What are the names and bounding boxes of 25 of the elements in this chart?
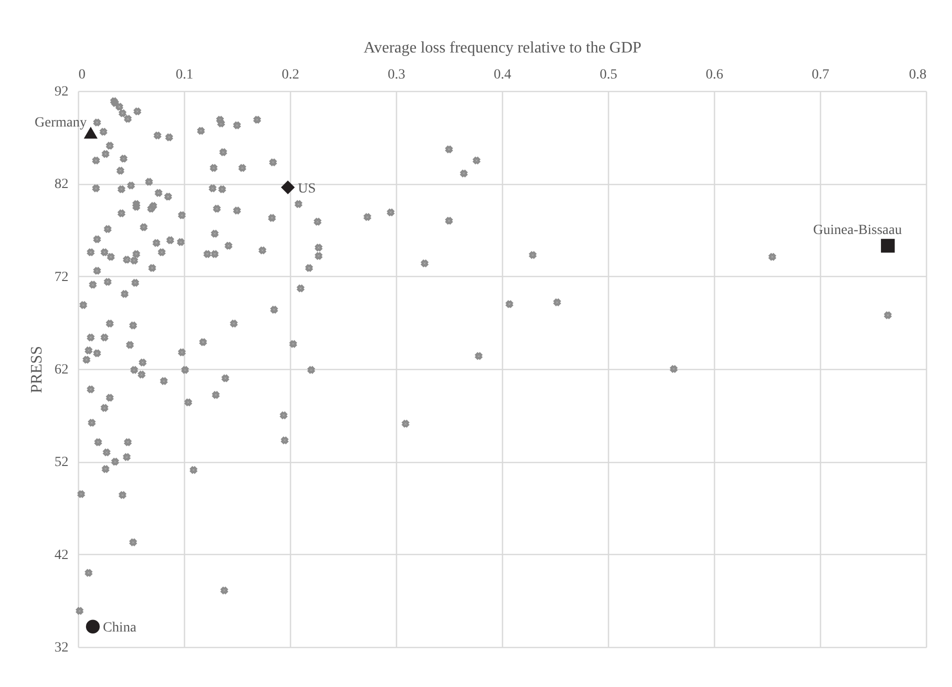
x-axis-title: Average loss frequency relative to the GDP [364,40,642,56]
x-tick-label: 0.8 [909,68,926,82]
y-tick-label: 52 [54,455,68,470]
x-tick-label: 0.1 [176,68,194,82]
y-tick-label: 82 [54,177,68,192]
series-label: Germany [34,116,87,131]
x-tick-label: 0.2 [282,68,300,82]
x-tick-label: 0.4 [494,68,512,82]
series-label: China [102,620,138,636]
x-tick-label: 0 [78,68,86,82]
point [86,620,100,634]
y-axis-title: PRESS [28,346,46,394]
series-label: US [298,181,316,196]
x-tick-label: 0.7 [812,68,830,82]
x-tick-label: 0.3 [388,68,406,82]
x-tick-label: 0.6 [706,68,724,82]
y-tick-label: 42 [54,548,68,563]
y-tick-label: 72 [54,270,68,285]
point [880,238,895,253]
y-tick-label: 62 [54,362,68,378]
x-tick-label: 0.5 [600,68,618,82]
y-tick-label: 32 [54,640,68,656]
series-label: Guinea-Bissaau [813,222,902,238]
y-tick-label: 92 [54,84,68,100]
point [280,180,295,194]
